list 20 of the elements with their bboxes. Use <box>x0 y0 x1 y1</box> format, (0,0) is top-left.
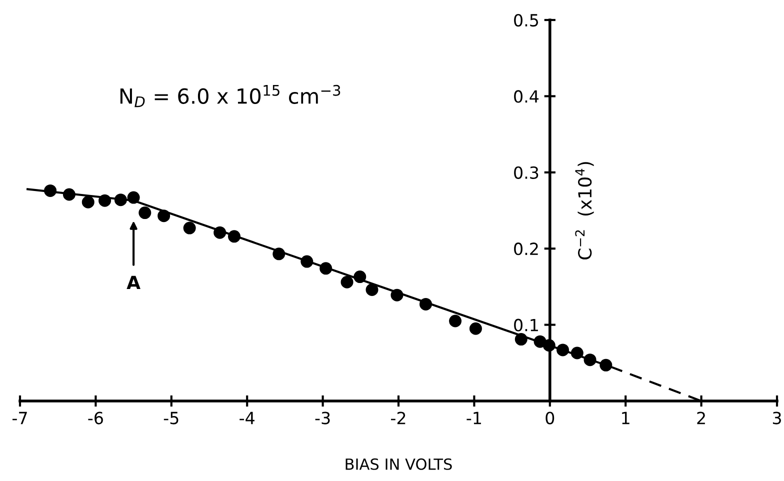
x-tick-label: 1 <box>622 412 630 424</box>
x-tick-label: 3 <box>772 412 781 424</box>
y-tick-label: 0.2 <box>514 242 538 256</box>
y-tick-label: 0.1 <box>514 318 538 332</box>
x-tick-label: 0 <box>546 412 554 424</box>
x-tick-label: -3 <box>315 412 330 424</box>
annotation: A <box>126 276 140 289</box>
y-axis-title: C$^{−2}$ (x10$^{4}$) <box>575 162 594 260</box>
y-tick-label: 0.3 <box>514 166 538 179</box>
x-tick-label: 2 <box>697 412 705 424</box>
y-tick-label: 0.5 <box>514 14 538 27</box>
x-axis-title: BIAS IN VOLTS <box>346 458 452 470</box>
x-tick-label: -7 <box>12 412 27 424</box>
x-tick-label: -4 <box>240 412 254 424</box>
annotation: N$_{D}$ = 6.0 x 10$^{15}$ cm$^{−3}$ <box>120 84 340 108</box>
x-tick-label: -2 <box>391 412 406 424</box>
x-tick-label: -6 <box>88 412 103 424</box>
x-tick-label: -1 <box>466 412 481 424</box>
x-tick-label: -5 <box>164 412 178 424</box>
y-tick-label: 0.4 <box>514 90 539 103</box>
